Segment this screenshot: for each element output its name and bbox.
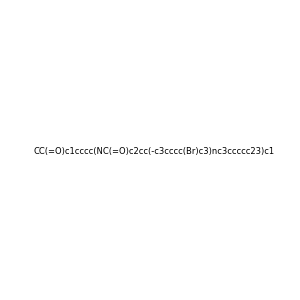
- Text: CC(=O)c1cccc(NC(=O)c2cc(-c3cccc(Br)c3)nc3ccccc23)c1: CC(=O)c1cccc(NC(=O)c2cc(-c3cccc(Br)c3)nc…: [33, 147, 274, 156]
